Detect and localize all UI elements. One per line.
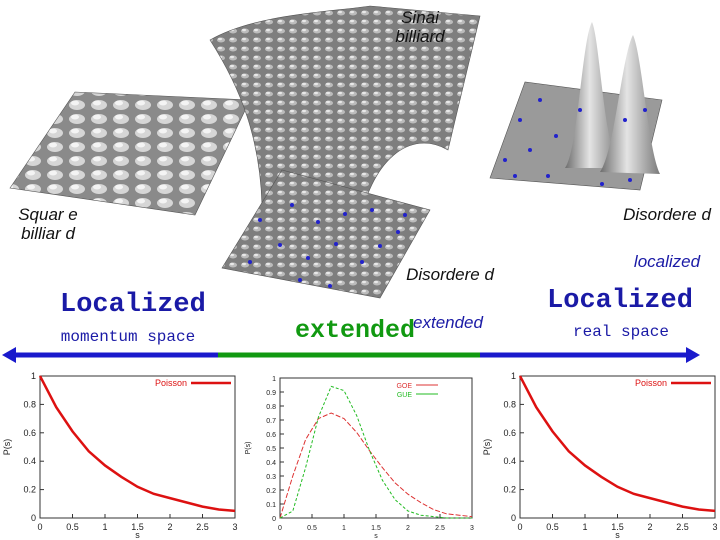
series-line-poisson <box>518 375 716 513</box>
x-tick-label: 2 <box>406 525 410 532</box>
label-extended-big: extended <box>294 316 416 345</box>
square-billiard-surface <box>9 91 251 216</box>
y-tick-label: 0.6 <box>266 432 276 439</box>
y-axis-label: P(s) <box>245 442 252 455</box>
label-localized-left: Localized <box>60 290 206 320</box>
x-axis-label: s <box>374 533 378 540</box>
legend-label: GUE <box>397 392 413 399</box>
label-disordered-center: Disordere d <box>406 265 494 284</box>
disordered-extended-surface <box>221 169 431 299</box>
x-tick-label: 2.5 <box>676 522 689 532</box>
label-square-billiard: Squar e billiar d <box>18 205 78 243</box>
chart-poisson-left: 0 0.5 1 1.5 2 2.5 3 0 0.2 0.4 0.6 0.8 1 s P(s) Poisson <box>2 371 238 540</box>
y-tick-label: 0.6 <box>503 428 516 438</box>
legend-label: Poisson <box>155 378 187 388</box>
label-real-space: real space <box>572 323 669 341</box>
y-tick-label: 0 <box>511 513 516 523</box>
y-tick-label: 0.7 <box>266 418 276 425</box>
chart-poisson-right: 0 0.5 1 1.5 2 2.5 3 0 0.2 0.4 0.6 0.8 1 s P(s) Poisson <box>482 371 718 540</box>
x-tick-label: 1 <box>582 522 587 532</box>
x-tick-label: 3 <box>470 525 474 532</box>
x-tick-label: 0 <box>517 522 522 532</box>
series-line-gue <box>279 385 472 519</box>
y-tick-label: 0.1 <box>266 502 276 509</box>
arrow-left-head <box>2 347 16 363</box>
label-disordered-right: Disordere d <box>623 205 711 224</box>
x-tick-label: 2.5 <box>435 525 445 532</box>
y-tick-label: 0.4 <box>266 460 276 467</box>
x-tick-label: 2.5 <box>196 522 209 532</box>
x-tick-label: 3 <box>712 522 717 532</box>
x-axis-label: s <box>615 530 620 540</box>
x-tick-label: 2 <box>647 522 652 532</box>
x-tick-label: 0.5 <box>66 522 79 532</box>
label-localized-italic: localized <box>633 252 701 271</box>
y-tick-label: 0.6 <box>23 428 36 438</box>
y-tick-label: 0.2 <box>266 488 276 495</box>
y-tick-label: 0 <box>272 516 276 523</box>
x-tick-label: 0 <box>278 525 282 532</box>
plot-frame <box>279 377 473 519</box>
y-tick-label: 0.2 <box>503 485 516 495</box>
x-tick-label: 3 <box>232 522 237 532</box>
y-axis-label: P(s) <box>482 439 492 456</box>
y-tick-label: 0.5 <box>266 446 276 453</box>
y-tick-label: 0.8 <box>23 399 36 409</box>
surface-illustrations <box>2 5 700 363</box>
label-momentum-space: momentum space <box>60 328 196 346</box>
y-tick-label: 0.8 <box>266 404 276 411</box>
label-extended-italic: extended <box>413 313 483 332</box>
y-tick-label: 1 <box>31 371 36 381</box>
legend-label: GOE <box>396 383 412 390</box>
x-tick-label: 0.5 <box>546 522 559 532</box>
x-tick-label: 1 <box>102 522 107 532</box>
y-tick-label: 0.4 <box>503 456 516 466</box>
label-localized-right: Localized <box>547 286 693 316</box>
x-tick-label: 1.5 <box>611 522 624 532</box>
series-line-poisson <box>38 375 236 513</box>
x-axis-label: s <box>135 530 140 540</box>
y-tick-label: 1 <box>511 371 516 381</box>
y-tick-label: 1 <box>272 376 276 383</box>
arrow-right-head <box>686 347 700 363</box>
x-tick-label: 1.5 <box>131 522 144 532</box>
localization-axis-arrow <box>2 347 700 363</box>
disordered-localized-surface <box>489 22 663 191</box>
y-tick-label: 0.8 <box>503 399 516 409</box>
y-tick-label: 0.3 <box>266 474 276 481</box>
x-tick-label: 0.5 <box>307 525 317 532</box>
legend-label: Poisson <box>635 378 667 388</box>
x-tick-label: 1 <box>342 525 346 532</box>
y-tick-label: 0.9 <box>266 390 276 397</box>
chart-goe-gue: 0 0.5 1 1.5 2 2.5 3 0 0.1 0.2 0.3 0.4 0.5 0.6 0.7 0.8 0.… <box>245 376 474 540</box>
y-tick-label: 0.4 <box>23 456 36 466</box>
y-tick-label: 0 <box>31 513 36 523</box>
plot-frame <box>39 375 236 519</box>
label-sinai-billiard: Sinai billiard <box>395 8 445 46</box>
sinai-billiard-surface <box>209 5 481 231</box>
plot-frame <box>519 375 716 519</box>
series-line-goe <box>279 412 473 519</box>
x-tick-label: 0 <box>37 522 42 532</box>
x-tick-label: 1.5 <box>371 525 381 532</box>
x-tick-label: 2 <box>167 522 172 532</box>
y-axis-label: P(s) <box>2 439 12 456</box>
y-tick-label: 0.2 <box>23 485 36 495</box>
